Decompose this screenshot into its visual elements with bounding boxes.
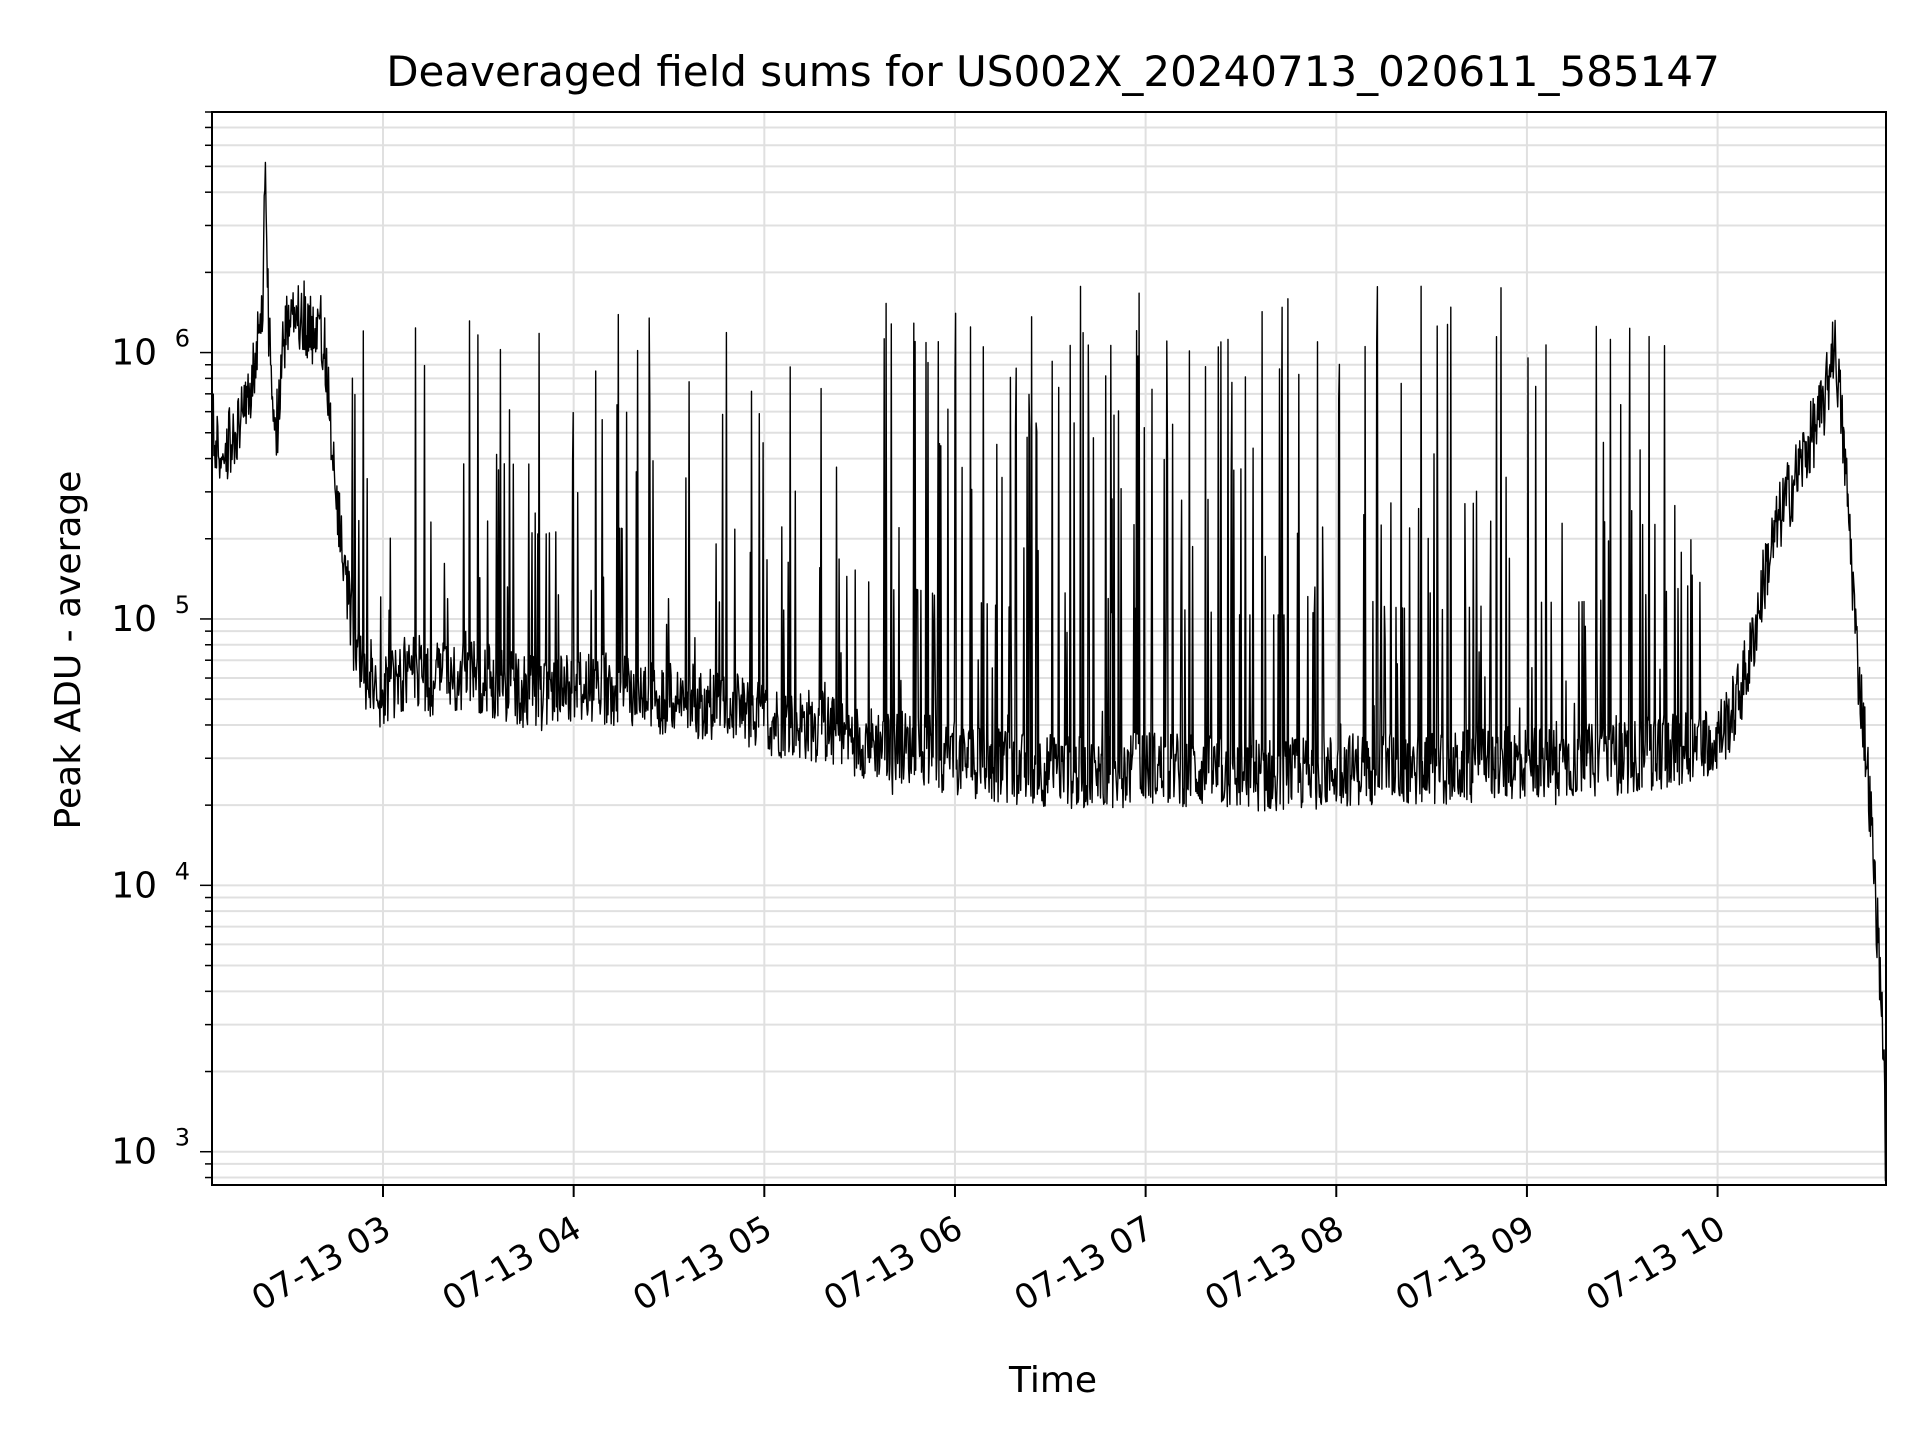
y-tick-exponent: 3	[175, 1124, 190, 1152]
axes-frame	[211, 111, 1887, 1186]
y-tick-exponent: 5	[175, 591, 190, 619]
y-tick-label: 10	[111, 333, 157, 374]
x-axis-label: Time	[1008, 1360, 1097, 1401]
y-tick-exponent: 4	[175, 857, 190, 885]
plot-area	[211, 161, 1887, 1182]
y-tick-label: 10	[111, 1132, 157, 1173]
y-tick-label: 10	[111, 599, 157, 640]
y-axis-label: Peak ADU - average	[48, 471, 89, 830]
y-tick-label: 10	[111, 865, 157, 906]
grid	[212, 111, 1886, 1185]
y-tick-exponent: 6	[175, 325, 190, 353]
series-line	[211, 161, 1887, 1182]
chart-title: Deaveraged field sums for US002X_2024071…	[386, 47, 1720, 96]
